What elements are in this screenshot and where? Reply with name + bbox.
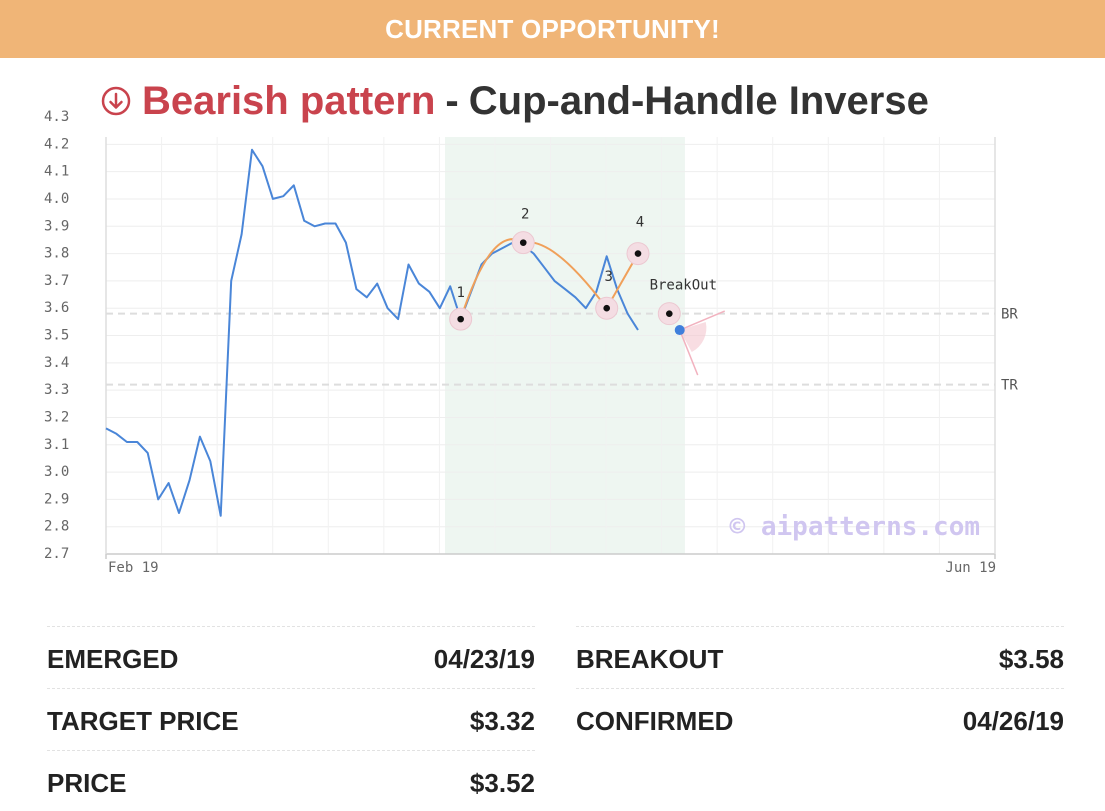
stat-value-price: $3.52	[469, 767, 535, 798]
y-tick-label: 3.7	[44, 273, 69, 289]
stat-row-target-price: TARGET PRICE $3.32	[47, 688, 535, 749]
y-tick-label: 2.9	[44, 491, 69, 507]
pattern-type: Bearish pattern	[142, 78, 436, 123]
stat-value-emerged: 04/23/19	[433, 643, 535, 674]
stat-row-emerged: EMERGED 04/23/19	[47, 626, 535, 687]
page-title: Bearish pattern - Cup-and-Handle Inverse	[100, 74, 929, 128]
y-tick-label: 2.7	[44, 546, 69, 562]
y-tick-label: 3.8	[44, 246, 69, 262]
pattern-point	[603, 304, 611, 312]
projection-arrow-up	[679, 310, 726, 331]
y-tick-label: 3.9	[44, 218, 69, 234]
stat-row-price: PRICE $3.52	[47, 750, 535, 811]
y-tick-label: 4.1	[44, 164, 69, 180]
y-tick-label: 4.2	[44, 136, 69, 152]
y-tick-label: 3.1	[44, 437, 69, 453]
pattern-point	[457, 315, 464, 323]
pattern-point-label: 2	[521, 207, 529, 223]
y-tick-label: 3.4	[44, 355, 69, 371]
level-label: BR	[1001, 307, 1018, 323]
stat-label-price: PRICE	[47, 767, 127, 798]
level-label: TR	[1001, 378, 1018, 394]
stat-value-target-price: $3.32	[469, 705, 535, 736]
pattern-point	[665, 310, 673, 317]
x-tick-label: Feb 19	[108, 560, 159, 576]
price-chart: 2.7 2.8 2.9 3.0 3.1 3.2 3.3 3.4 3.5 3.6 3.7 3.8 3.9 4…	[44, 109, 1018, 576]
x-tick-label: Jun 19	[945, 560, 996, 576]
pattern-point	[634, 250, 642, 257]
projection-cone	[679, 322, 707, 353]
stat-label-emerged: EMERGED	[47, 643, 179, 674]
stat-label-target-price: TARGET PRICE	[47, 705, 239, 736]
stat-value-confirmed: 04/26/19	[962, 705, 1064, 736]
watermark: © aipatterns.com	[730, 512, 980, 542]
pattern-point-label: 4	[636, 215, 644, 231]
current-price-dot	[674, 325, 685, 336]
stat-value-breakout: $3.58	[998, 643, 1064, 674]
title-separator: -	[445, 78, 459, 123]
opportunity-banner: CURRENT OPPORTUNITY!	[0, 0, 1105, 58]
y-tick-label: 3.5	[44, 328, 69, 344]
pattern-zone	[445, 137, 685, 554]
stat-row-breakout: BREAKOUT $3.58	[576, 626, 1064, 687]
pattern-point	[519, 239, 527, 246]
y-tick-label: 3.6	[44, 300, 69, 316]
pattern-point-label: 3	[604, 269, 612, 285]
projection-arrow-down	[679, 329, 699, 376]
stat-row-confirmed: CONFIRMED 04/26/19	[576, 688, 1064, 749]
y-tick-label: 3.2	[44, 409, 69, 425]
y-tick-label: 4.3	[44, 109, 69, 125]
arrow-down-circle-icon	[101, 86, 131, 116]
pattern-point-label: 1	[456, 285, 464, 301]
y-tick-label: 3.3	[44, 382, 69, 398]
stat-label-breakout: BREAKOUT	[576, 643, 724, 674]
pattern-point-label: BreakOut	[650, 278, 717, 294]
pattern-name: Cup-and-Handle Inverse	[468, 78, 929, 123]
y-tick-label: 3.0	[44, 464, 69, 480]
price-line	[105, 148, 639, 517]
y-tick-label: 4.0	[44, 191, 69, 207]
stat-label-confirmed: CONFIRMED	[576, 705, 734, 736]
y-tick-label: 2.8	[44, 519, 69, 535]
